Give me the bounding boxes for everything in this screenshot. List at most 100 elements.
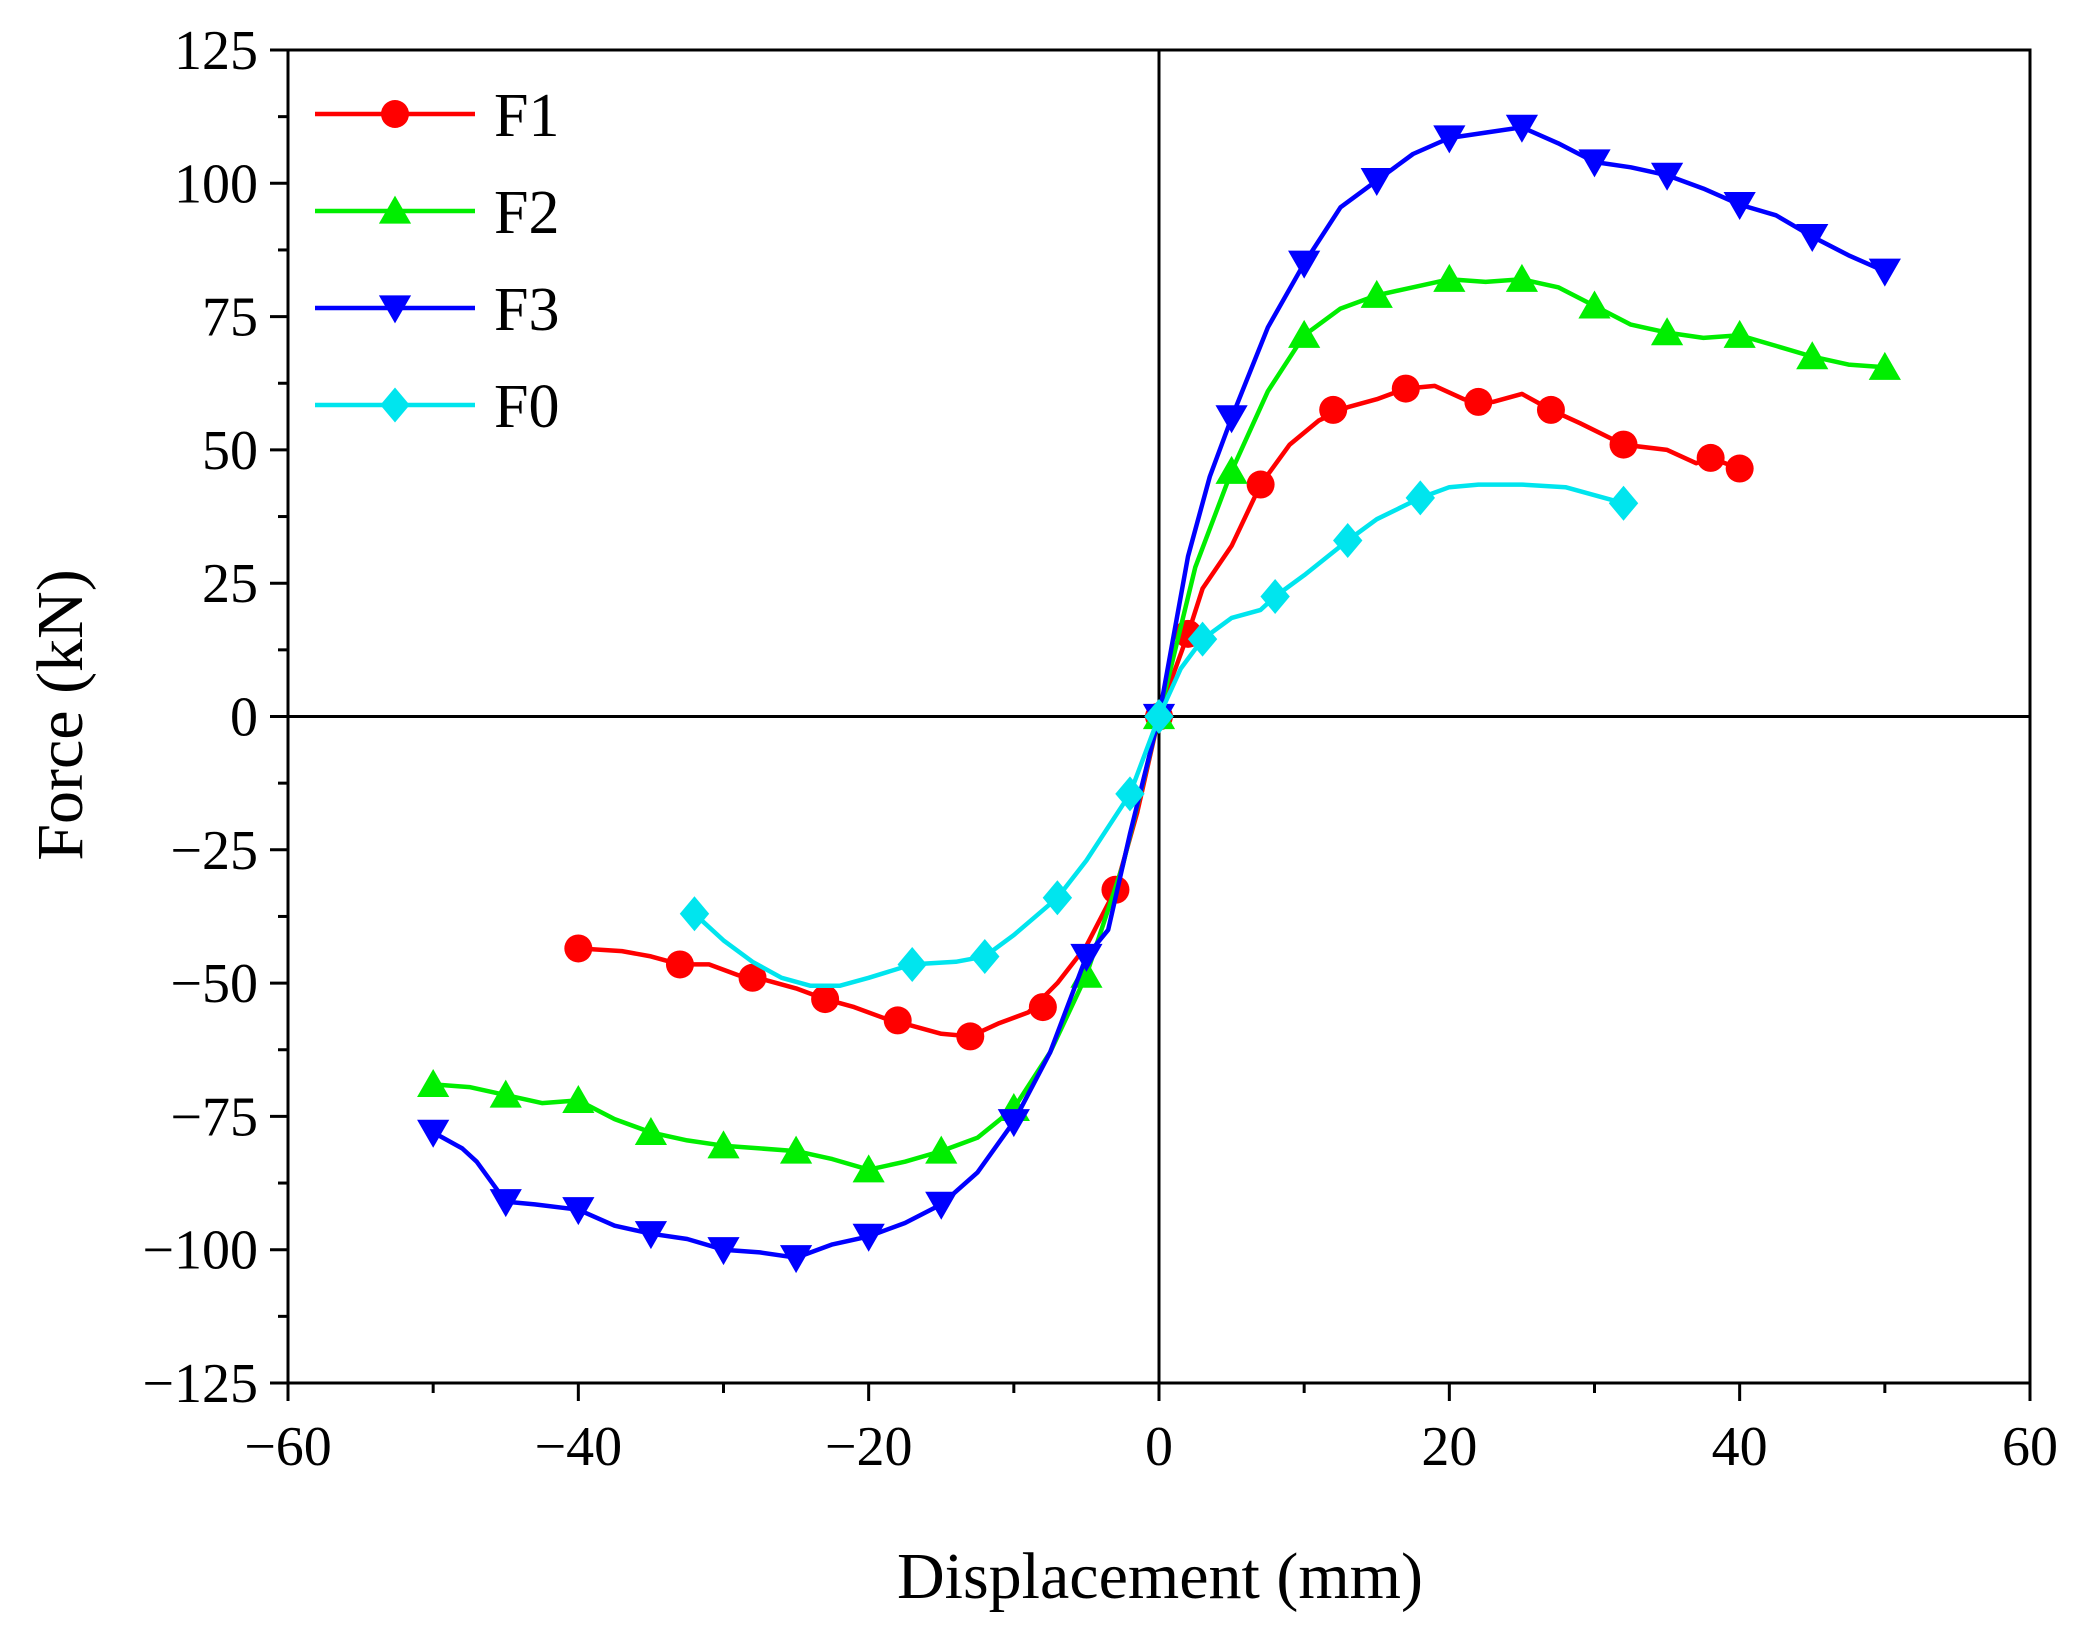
legend: F1 F2 F3 F0 (315, 82, 559, 441)
series-f2-point (1796, 341, 1829, 370)
y-tick-label: 50 (202, 420, 258, 482)
series-f0-point (1115, 776, 1145, 812)
y-axis-ticks: −125 −100 −75 −50 −25 0 25 50 75 100 125 (142, 20, 288, 1415)
series-f1-point (1391, 374, 1420, 403)
series-f1-point (665, 950, 694, 979)
series-f2-point (925, 1135, 958, 1164)
series-f0-line (692, 482, 1626, 989)
legend-label: F2 (494, 179, 559, 247)
series-f1-point (1028, 993, 1057, 1022)
legend-item-f0: F0 (315, 373, 559, 441)
series-f3-point (852, 1223, 885, 1252)
y-tick-label: −75 (170, 1086, 258, 1148)
x-tick-label: −40 (535, 1416, 623, 1478)
series-f2-point (634, 1116, 668, 1145)
y-tick-label: −50 (170, 953, 258, 1015)
series-f2-point (417, 1069, 450, 1098)
series-f1-point (564, 934, 593, 963)
series-f3-point (634, 1221, 668, 1250)
series-f3-point (779, 1245, 813, 1274)
series-f3-point (1505, 114, 1539, 143)
legend-item-f1: F1 (315, 82, 559, 150)
x-tick-label: 20 (1421, 1416, 1477, 1478)
series-f2-point (562, 1085, 595, 1114)
series-f0-point (897, 946, 927, 982)
series-f1-point (811, 985, 840, 1014)
series-f2-point (779, 1135, 813, 1164)
series-f2-point (1288, 319, 1321, 348)
series-f3-point (997, 1109, 1030, 1138)
series-f3-point (417, 1119, 450, 1148)
series-f1-point (1609, 430, 1638, 459)
y-tick-label: 75 (202, 287, 258, 349)
series-f3-point (562, 1197, 595, 1226)
series-f3-point (707, 1237, 740, 1266)
legend-label: F0 (494, 373, 559, 441)
series-f0-point (1042, 880, 1073, 916)
legend-label: F1 (494, 82, 559, 150)
y-tick-label: 100 (174, 153, 258, 215)
series-f2-point (1650, 317, 1684, 346)
series-f3 (417, 114, 1901, 1274)
series-f0-point (1333, 523, 1363, 559)
x-tick-label: −60 (244, 1416, 332, 1478)
series-f2-point (707, 1130, 740, 1159)
series-f1-point (883, 1006, 912, 1035)
series-f2-point (1360, 279, 1393, 308)
series-f1-point (1464, 387, 1493, 416)
series-f1-point (1696, 443, 1725, 472)
series-f1-point (1536, 395, 1565, 424)
legend-item-f2: F2 (315, 179, 559, 247)
series-f0-point (1260, 579, 1290, 615)
series-f1-point (738, 963, 767, 992)
series-f1-point (1725, 454, 1754, 483)
series-f2-point (852, 1154, 885, 1183)
y-tick-label: 0 (230, 687, 258, 749)
legend-swatch-marker (378, 195, 412, 224)
series-f3-point (1215, 405, 1248, 434)
y-tick-label: −100 (142, 1220, 258, 1282)
legend-swatch-marker (378, 295, 412, 324)
series-f2-point (1723, 319, 1756, 348)
series-f1-point (956, 1022, 985, 1051)
series-f1-point (1246, 470, 1275, 499)
y-tick-label: 25 (202, 553, 258, 615)
x-axis-ticks: −60 −40 −20 0 20 40 60 (244, 1383, 2058, 1478)
series-f3-point (1796, 224, 1829, 253)
series-f2-point (1433, 263, 1466, 292)
series-f3-point (925, 1191, 958, 1220)
y-tick-label: −25 (170, 820, 258, 882)
y-axis-title: Force (kN) (24, 569, 97, 860)
x-tick-label: 40 (1712, 1416, 1768, 1478)
series-f2-point (1578, 290, 1611, 319)
series-f2-point (1868, 351, 1901, 380)
series-f3-point (1288, 250, 1321, 279)
series-f1-point (1319, 395, 1348, 424)
series-f3-point (1360, 168, 1393, 197)
x-tick-label: 60 (2002, 1416, 2058, 1478)
series-f3-point (1578, 149, 1611, 178)
series-f3-point (1723, 192, 1756, 221)
series-f3-point (1433, 125, 1466, 154)
x-axis-title: Displacement (mm) (897, 1540, 1423, 1613)
series-f3-point (489, 1189, 522, 1218)
series-f2-point (489, 1079, 522, 1108)
series-f0-point (970, 938, 1000, 974)
legend-swatch-marker (381, 100, 409, 128)
legend-item-f3: F3 (315, 276, 559, 344)
y-tick-label: −125 (142, 1353, 258, 1415)
series-f3-point (1650, 162, 1684, 191)
y-tick-label: 125 (174, 20, 258, 82)
legend-label: F3 (494, 276, 559, 344)
series-f0-point (1608, 485, 1639, 521)
series-f2-point (1505, 263, 1539, 292)
x-tick-label: −20 (825, 1416, 913, 1478)
series-f0-point (1405, 480, 1435, 516)
series-f0-point (1187, 621, 1218, 657)
x-tick-label: 0 (1145, 1416, 1173, 1478)
series-f0-point (1144, 699, 1174, 734)
series-layer (417, 114, 1901, 1274)
series-f0 (679, 480, 1639, 989)
series-f3-point (1868, 258, 1901, 287)
